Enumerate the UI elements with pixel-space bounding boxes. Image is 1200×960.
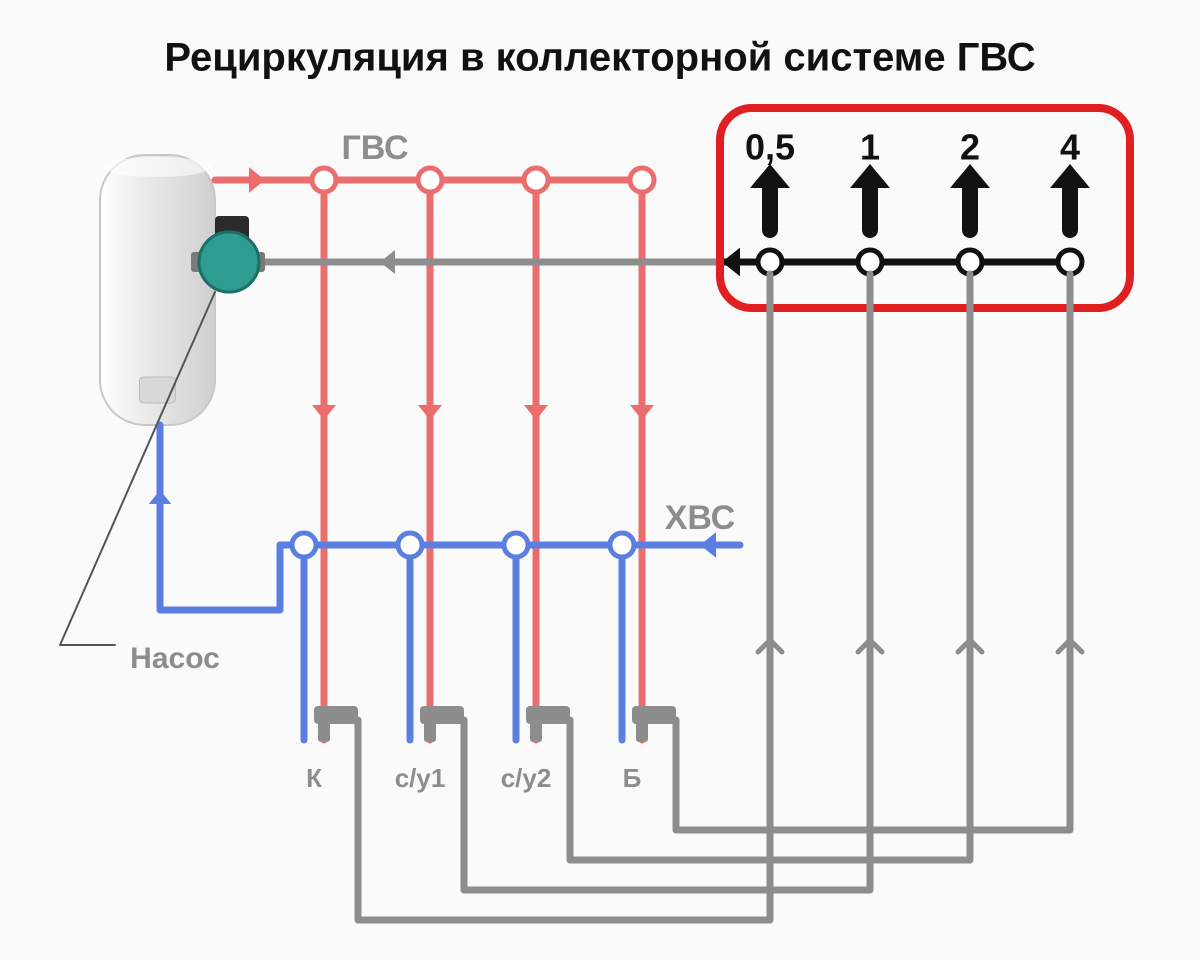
pump-label: Насос bbox=[130, 642, 220, 675]
balancing-node bbox=[958, 250, 982, 274]
consumer-label: с/у1 bbox=[395, 763, 446, 793]
balancing-node bbox=[758, 250, 782, 274]
consumer-label: с/у2 bbox=[501, 763, 552, 793]
hot-node bbox=[630, 168, 654, 192]
xvc-label: ХВС bbox=[665, 499, 736, 537]
gvs-label: ГВС bbox=[341, 129, 408, 167]
cold-node bbox=[398, 533, 422, 557]
balancing-value: 4 bbox=[1060, 127, 1080, 168]
cold-node bbox=[610, 533, 634, 557]
cold-node bbox=[504, 533, 528, 557]
balancing-value: 1 bbox=[860, 127, 880, 168]
balancing-value: 0,5 bbox=[745, 127, 795, 168]
page-title: Рециркуляция в коллекторной системе ГВС bbox=[164, 36, 1035, 80]
cold-node bbox=[292, 533, 316, 557]
balancing-node bbox=[858, 250, 882, 274]
hot-node bbox=[418, 168, 442, 192]
hot-node bbox=[312, 168, 336, 192]
consumer-label: Б bbox=[623, 763, 642, 793]
balancing-node bbox=[1058, 250, 1082, 274]
hot-node bbox=[524, 168, 548, 192]
diagram-canvas: Рециркуляция в коллекторной системе ГВС 0… bbox=[0, 0, 1200, 960]
balancing-value: 2 bbox=[960, 127, 980, 168]
consumer-label: К bbox=[306, 763, 322, 793]
background bbox=[0, 0, 1200, 960]
